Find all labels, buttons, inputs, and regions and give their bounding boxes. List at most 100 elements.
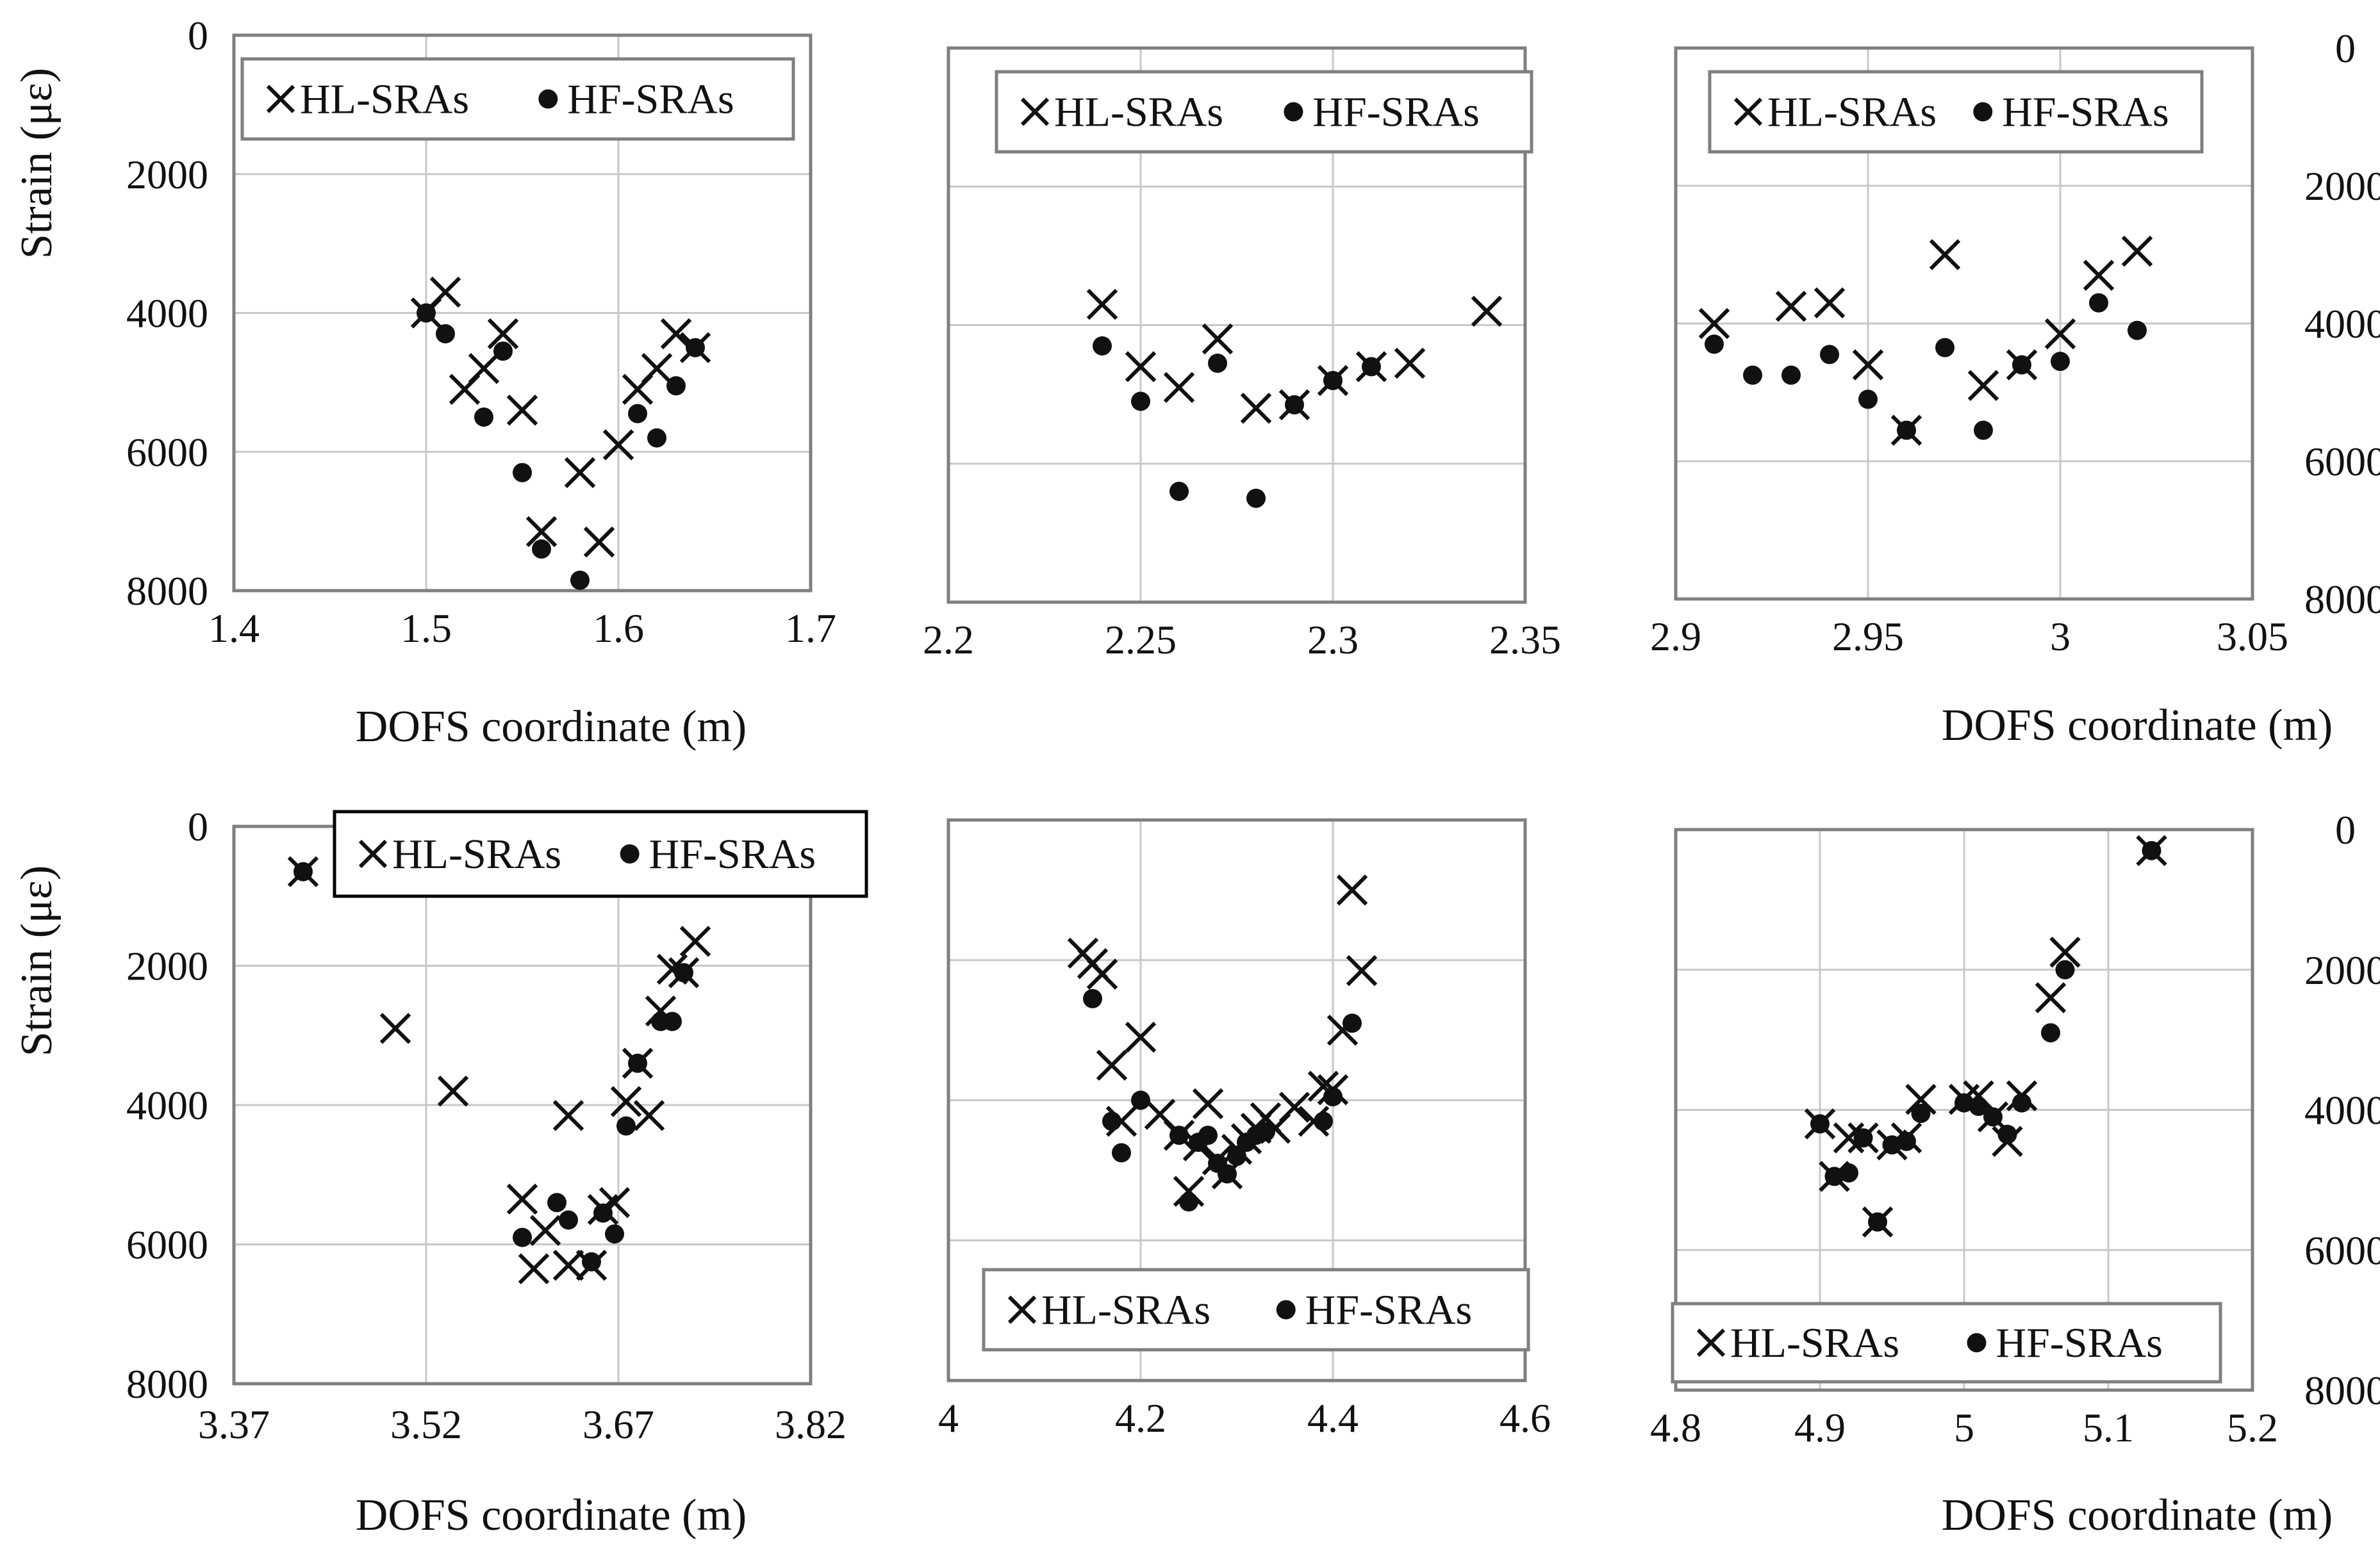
x-tick-label: 5 (1954, 1405, 1974, 1450)
y-tick-label: 8000 (126, 1361, 208, 1407)
hf-sras-point (1897, 420, 1916, 440)
y-tick-label: 6000 (2304, 1227, 2380, 1273)
hl-sras-point (1163, 372, 1195, 404)
hf-sras-point (559, 1210, 578, 1230)
hf-sras-point (2012, 355, 2031, 375)
legend: HL-SRAs HF-SRAs (1708, 70, 2204, 154)
hf-sras-point (1824, 1167, 1844, 1186)
hl-sras-point (552, 1100, 584, 1131)
y-tick-label: 8000 (126, 568, 208, 614)
hl-sras-point (1240, 393, 1272, 424)
hl-sras-point (679, 926, 711, 957)
hf-sras-point (1285, 395, 1304, 414)
hf-sras-point (674, 963, 693, 983)
legend-marker-dot (1973, 102, 1993, 122)
y-tick-label: 8000 (2304, 577, 2380, 622)
y-tick-label: 0 (2335, 26, 2356, 71)
hf-sras-point (1935, 338, 1954, 357)
x-tick-label: 3.82 (775, 1402, 847, 1447)
legend-label-hl-sras: HL-SRAs (300, 76, 469, 123)
legend-marker-x (1733, 97, 1763, 126)
hf-sras-point (474, 407, 493, 427)
x-tick-label: 3 (2050, 614, 2070, 659)
y-tick-label: 2000 (2304, 947, 2380, 993)
hf-sras-point (1839, 1163, 1858, 1183)
hf-sras-point (1983, 1107, 2003, 1127)
chart-panel-5: 4 4.2 4.4 4.6 HL-SRAs HF-SRAs (938, 818, 1551, 1441)
hf-sras-point (2142, 840, 2161, 860)
hl-sras-point (564, 457, 596, 489)
hl-sras-point (1346, 955, 1378, 987)
x-tick-label: 2.2 (923, 617, 974, 662)
hf-sras-point (1362, 357, 1381, 377)
hl-sras-point (1096, 1049, 1128, 1081)
hf-sras-point (663, 1012, 682, 1031)
hf-sras-point (1208, 353, 1227, 373)
hf-sras-point (2012, 1093, 2031, 1113)
hf-sras-point (1820, 345, 1839, 365)
legend-label-hf-sras: HF-SRAs (567, 76, 734, 123)
hf-sras-point (1112, 1143, 1131, 1163)
x-tick-label: 4 (938, 1395, 959, 1441)
legend-label-hl-sras: HL-SRAs (1041, 1287, 1211, 1334)
hl-sras-point (2049, 937, 2081, 968)
legend-marker-x (1020, 97, 1050, 126)
hf-sras-point (532, 539, 551, 559)
hl-sras-point (1905, 1083, 1937, 1115)
hf-sras-point (628, 404, 647, 423)
hl-sras-point (437, 1076, 469, 1107)
hf-sras-point (547, 1193, 566, 1213)
x-tick-label: 3.52 (390, 1402, 462, 1447)
hf-sras-point (1102, 1111, 1121, 1131)
x-tick-label: 1.4 (208, 605, 260, 651)
hl-sras-point (583, 526, 615, 558)
legend-box (1671, 1302, 2222, 1384)
plot-frame (1674, 46, 2254, 601)
y-tick-label: 2000 (126, 152, 208, 197)
legend-marker-x (1007, 1295, 1037, 1324)
legend-box (995, 70, 1533, 154)
legend-label-hl-sras: HL-SRAs (392, 831, 561, 878)
chart-panel-4: Strain (με) DOFS coordinate (m) 3.37 3.52… (12, 804, 868, 1540)
hf-sras-point (2128, 320, 2147, 340)
plot-frame (1674, 828, 2254, 1392)
x-tick-label: 3.67 (583, 1402, 654, 1447)
hf-sras-point (1858, 389, 1878, 409)
y-tick-label: 4000 (126, 291, 208, 336)
legend-label-hl-sras: HL-SRAs (1730, 1320, 1899, 1366)
chart-panel-2: 2.2 2.25 2.3 2.35 HL-SRAs HF-SRAs (923, 46, 1561, 662)
hf-sras-point (570, 570, 590, 590)
x-tick-label: 2.3 (1307, 617, 1359, 662)
hl-sras-point (1814, 287, 1846, 318)
hl-sras-point (518, 1253, 550, 1284)
chart-panel-1: Strain (με) DOFS coordinate (m) 1.4 1.5 1.… (12, 13, 836, 751)
hf-sras-point (436, 324, 455, 344)
legend-box (1708, 70, 2204, 154)
y-axis-title: Strain (με) (12, 68, 62, 259)
y-tick-label: 2000 (126, 944, 208, 989)
hf-sras-point (1781, 365, 1801, 385)
hf-sras-point (647, 428, 666, 448)
hl-sras-point (1086, 288, 1118, 320)
hf-sras-point (1969, 1097, 1988, 1117)
hl-sras-point (429, 276, 461, 308)
x-axis-title: DOFS coordinate (m) (1942, 1491, 2333, 1540)
hl-sras-point (529, 1215, 561, 1246)
legend-marker-dot (538, 89, 558, 109)
x-tick-label: 2.9 (1650, 614, 1701, 659)
hf-sras-point (1179, 1192, 1198, 1212)
hf-sras-point (1810, 1114, 1830, 1134)
legend-label-hf-sras: HF-SRAs (2002, 89, 2169, 136)
hl-sras-point (602, 429, 634, 461)
y-tick-label: 4000 (126, 1083, 208, 1128)
x-tick-label: 4.9 (1794, 1405, 1846, 1450)
hl-sras-point (1698, 307, 1730, 340)
chart-panel-3: DOFS coordinate (m) 2.9 2.95 3 3.05 0 2000 400… (1650, 26, 2380, 750)
hl-sras-point (487, 318, 519, 350)
hf-sras-point (582, 1252, 601, 1272)
legend-marker-x (358, 839, 388, 869)
hf-sras-point (1974, 420, 1993, 440)
x-tick-label: 5.2 (2227, 1405, 2278, 1450)
hl-sras-point (641, 352, 673, 384)
